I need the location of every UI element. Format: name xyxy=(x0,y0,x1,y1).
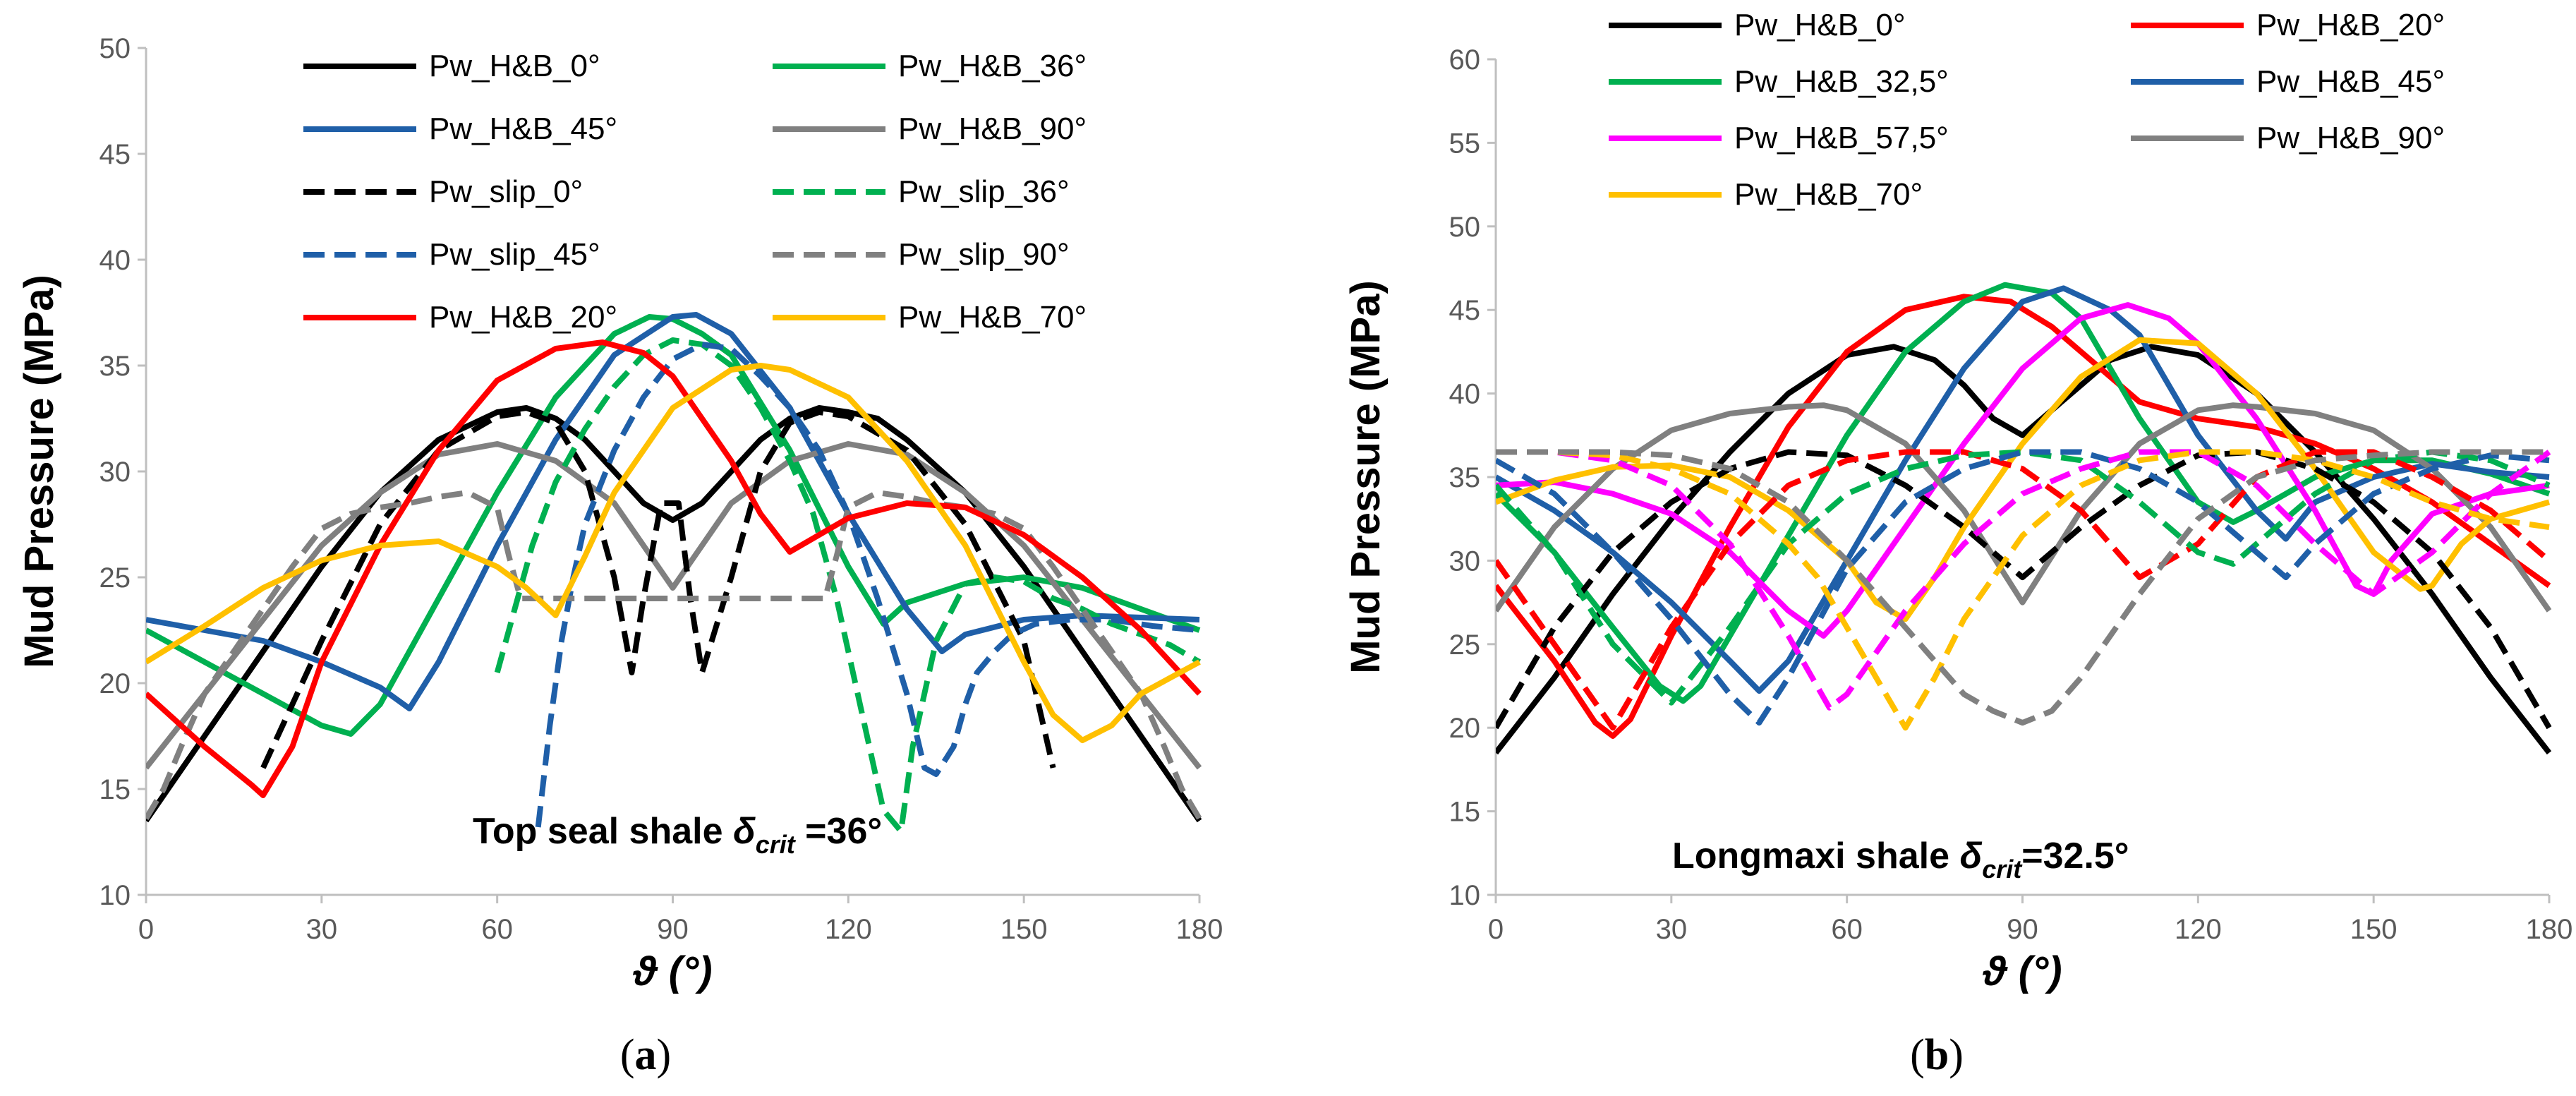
x-tick-label: 60 xyxy=(481,914,513,945)
legend-label-pw-h-b-20: Pw_H&B_20° xyxy=(429,300,617,335)
x-tick-label: 120 xyxy=(2175,914,2222,945)
series-line-pw-h-b-20 xyxy=(146,339,1202,798)
panel-a: 10 15 20 25 30 35 40 45 50 0 30 60 90 120 150 180 ϑ (°) M… xyxy=(16,33,1223,1079)
legend-label-pw-slip-36: Pw_slip_36° xyxy=(898,174,1070,209)
series-line-pw-h-b-90 xyxy=(1496,402,2552,613)
series-line-pw-h-b-45 xyxy=(146,312,1200,711)
x-tick-label: 150 xyxy=(2350,914,2397,945)
series-line-pw-slip-70-dashed xyxy=(1496,449,2550,731)
legend-label-pw-slip-0: Pw_slip_0° xyxy=(429,174,583,209)
series-line-pw-slip-90-dashed xyxy=(146,490,1202,821)
x-tick-label: 180 xyxy=(2526,914,2573,945)
series-group xyxy=(146,312,1202,834)
series-line-pw-h-b-90 xyxy=(146,441,1202,770)
legend: Pw_H&B_0° Pw_H&B_20° Pw_H&B_32,5° Pw_H&B_45… xyxy=(1609,8,2445,212)
x-tick-label: 0 xyxy=(138,914,154,945)
panel-b: 10 15 20 25 30 35 40 45 50 55 60 0 30 60 90 120 150 180 ϑ … xyxy=(1343,8,2572,1079)
x-tick-label: 90 xyxy=(657,914,689,945)
y-tick-label: 30 xyxy=(99,457,131,488)
legend-label-pw-h-b-90: Pw_H&B_90° xyxy=(2256,121,2445,155)
legend-label-pw-h-b-45: Pw_H&B_45° xyxy=(2256,64,2445,99)
series-line-pw-slip-45-dashed xyxy=(535,342,1200,828)
legend-label-pw-h-b-57-5: Pw_H&B_57,5° xyxy=(1734,121,1949,155)
series-line-pw-h-b-57-5 xyxy=(1496,302,2550,639)
series-line-pw-h-b-0 xyxy=(1496,344,2552,755)
y-tick-label: 35 xyxy=(99,351,131,382)
y-tick-label: 15 xyxy=(1449,797,1481,828)
legend-label-pw-h-b-20: Pw_H&B_20° xyxy=(2256,8,2445,42)
x-axis-label: ϑ (°) xyxy=(632,949,712,994)
series-line-pw-slip-45-dashed xyxy=(1496,449,2550,726)
y-tick-label: 30 xyxy=(1449,546,1481,577)
legend-label-pw-h-b-32-5: Pw_H&B_32,5° xyxy=(1734,64,1949,99)
y-axis-label: Mud Pressure (MPa) xyxy=(16,275,62,668)
y-tick-label: 45 xyxy=(99,139,131,170)
y-tick-label: 35 xyxy=(1449,462,1481,493)
series-line-pw-slip-0-dashed xyxy=(1496,449,2552,730)
x-tick-label: 180 xyxy=(1176,914,1223,945)
series-line-pw-h-b-70 xyxy=(1496,337,2551,622)
y-tick-label: 25 xyxy=(99,562,131,594)
y-tick-label: 60 xyxy=(1449,44,1481,76)
x-tick-label: 150 xyxy=(1000,914,1048,945)
y-tick-label: 20 xyxy=(99,668,131,699)
y-tick-label: 25 xyxy=(1449,630,1481,661)
x-tick-label: 90 xyxy=(2007,914,2038,945)
x-tick-label: 0 xyxy=(1488,914,1504,945)
legend-label-pw-h-b-0: Pw_H&B_0° xyxy=(429,49,600,83)
y-tick-label: 10 xyxy=(99,880,131,911)
y-tick-label: 50 xyxy=(1449,212,1481,243)
x-tick-label: 60 xyxy=(1831,914,1863,945)
chart-annotation: Longmaxi shale δcrit=32.5° xyxy=(1672,836,2129,884)
y-tick-label: 40 xyxy=(99,245,131,276)
y-tick-label: 55 xyxy=(1449,128,1481,159)
y-tick-label: 45 xyxy=(1449,295,1481,326)
series-line-pw-h-b-0 xyxy=(146,405,1202,823)
legend-label-pw-h-b-36: Pw_H&B_36° xyxy=(898,49,1087,83)
chart-annotation: Top seal shale δcrit =36° xyxy=(473,811,882,859)
series-line-pw-slip-90-dashed xyxy=(1496,449,2549,726)
x-axis-label: ϑ (°) xyxy=(1982,949,2062,994)
panel-label: (b) xyxy=(1910,1031,1964,1079)
legend-label-pw-h-b-70: Pw_H&B_70° xyxy=(898,300,1087,335)
y-axis-label: Mud Pressure (MPa) xyxy=(1343,280,1389,674)
legend-label-pw-h-b-0: Pw_H&B_0° xyxy=(1734,8,1906,42)
y-tick-label: 10 xyxy=(1449,880,1481,911)
panel-label: (a) xyxy=(620,1031,671,1079)
legend-label-pw-slip-90: Pw_slip_90° xyxy=(898,237,1070,272)
series-line-pw-h-b-45 xyxy=(1496,285,2550,694)
x-tick-label: 30 xyxy=(1656,914,1688,945)
series-line-pw-slip-36-dashed xyxy=(494,337,1202,834)
legend-label-pw-h-b-90: Pw_H&B_90° xyxy=(898,112,1087,146)
legend: Pw_H&B_0° Pw_H&B_36° Pw_H&B_45° Pw_H&B_90° P… xyxy=(303,49,1087,335)
y-tick-label: 20 xyxy=(1449,713,1481,744)
series-group xyxy=(1496,282,2552,755)
legend-label-pw-h-b-45: Pw_H&B_45° xyxy=(429,112,617,146)
series-line-pw-slip-0-dashed xyxy=(260,409,1056,769)
y-tick-label: 15 xyxy=(99,774,131,805)
y-tick-label: 40 xyxy=(1449,379,1481,410)
y-tick-label: 50 xyxy=(99,33,131,64)
series-line-pw-slip-32-5-dashed xyxy=(1496,449,2551,706)
series-line-pw-h-b-70 xyxy=(146,363,1201,743)
x-tick-label: 30 xyxy=(306,914,338,945)
legend-label-pw-slip-45: Pw_slip_45° xyxy=(429,237,600,272)
x-tick-label: 120 xyxy=(825,914,872,945)
series-line-pw-slip-20-dashed xyxy=(1496,449,2551,731)
series-line-pw-slip-57-5-dashed xyxy=(1496,449,2551,711)
legend-label-pw-h-b-70: Pw_H&B_70° xyxy=(1734,177,1923,212)
